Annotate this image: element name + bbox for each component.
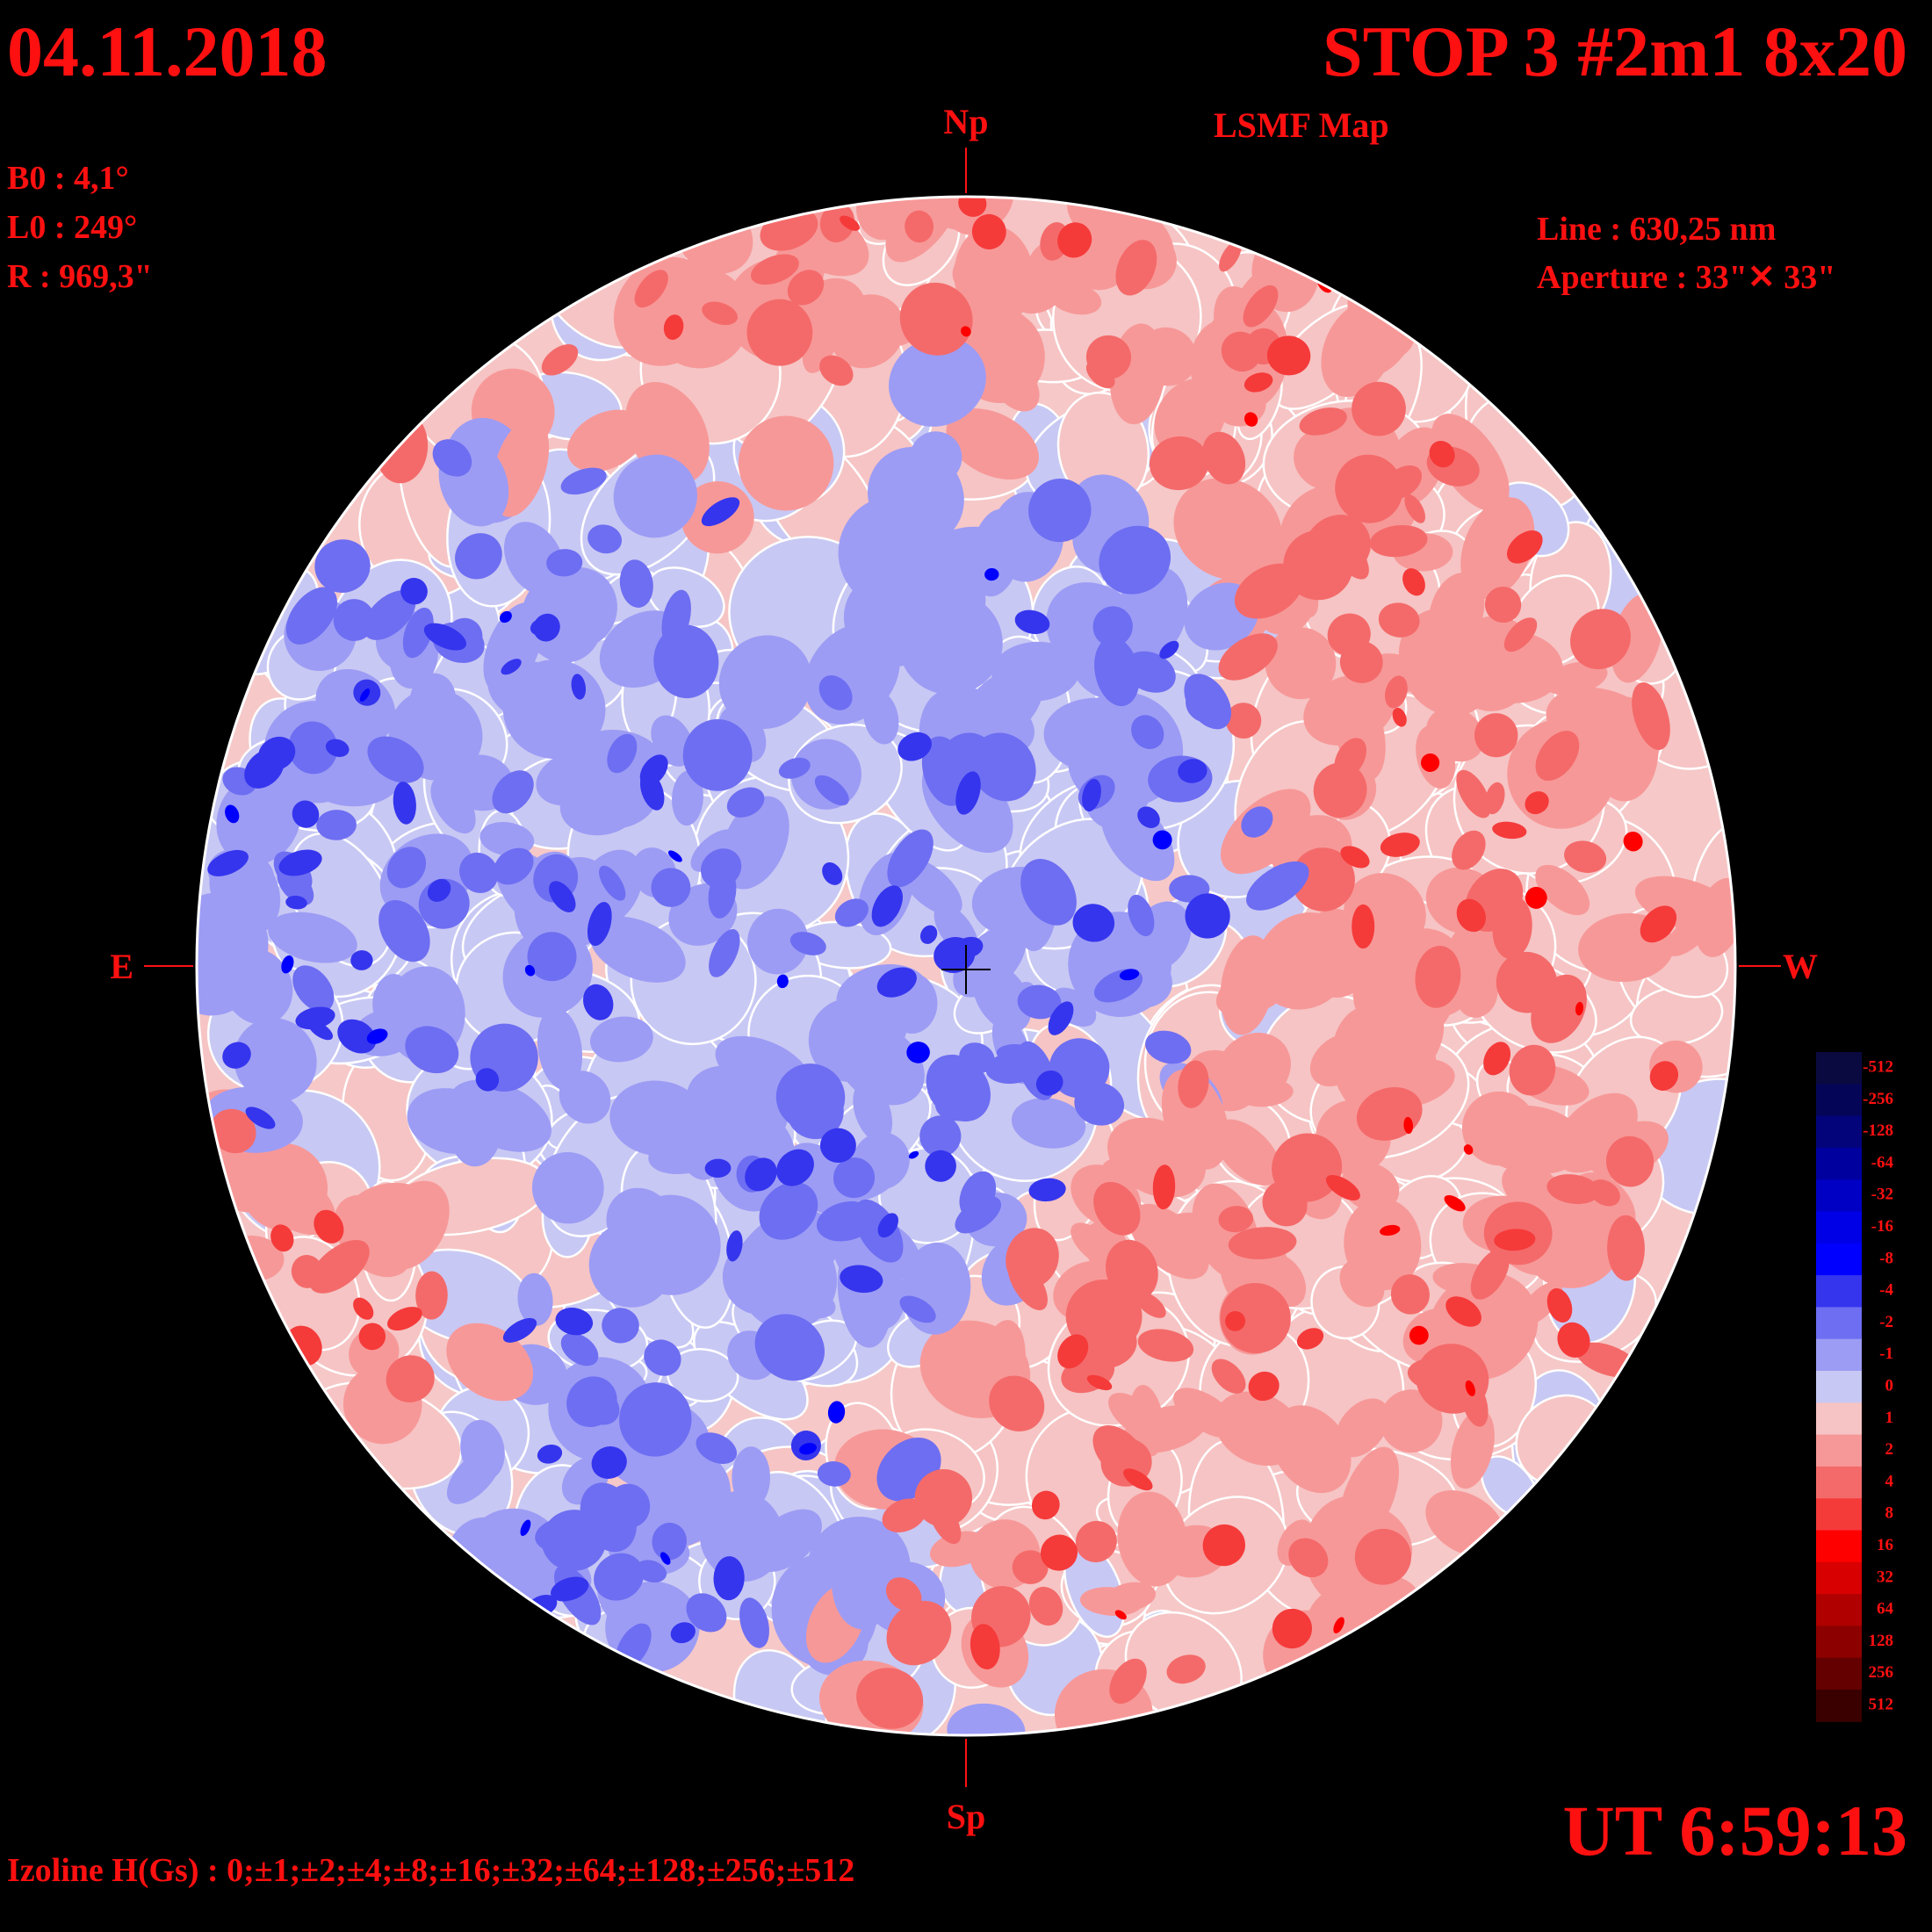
color-legend: -512 -256 -128 -64 -32 -16 -8 -4 -2 -1 0 1 2 4 8 16 32 64… bbox=[1816, 1052, 1894, 1722]
legend-swatch bbox=[1816, 1115, 1862, 1149]
b0-label: B0 : 4,1° bbox=[7, 160, 129, 197]
legend-label: -256 bbox=[1863, 1090, 1893, 1108]
legend-label: -32 bbox=[1871, 1186, 1893, 1204]
legend-swatch bbox=[1816, 1690, 1862, 1722]
time-label: UT 6:59:13 bbox=[1562, 1791, 1907, 1871]
legend-label: -8 bbox=[1879, 1249, 1893, 1267]
legend-label: 1 bbox=[1885, 1409, 1894, 1427]
legend-label: 0 bbox=[1885, 1377, 1894, 1395]
izoline-label: Izoline H(Gs) : 0;±1;±2;±4;±8;±16;±32;±6… bbox=[7, 1852, 854, 1889]
legend-swatch bbox=[1816, 1402, 1862, 1436]
legend-swatch bbox=[1816, 1530, 1862, 1563]
legend-label: 8 bbox=[1885, 1504, 1894, 1523]
title-label: STOP 3 #2m1 8x20 bbox=[1323, 11, 1907, 91]
legend-label: 256 bbox=[1869, 1663, 1894, 1682]
radius-label: R : 969,3" bbox=[7, 258, 153, 295]
legend-label: -128 bbox=[1863, 1121, 1893, 1140]
legend-swatch bbox=[1816, 1498, 1862, 1531]
legend-swatch bbox=[1816, 1657, 1862, 1690]
legend-swatch bbox=[1816, 1626, 1862, 1659]
legend-swatch bbox=[1816, 1052, 1862, 1085]
map-type-label: LSMF Map bbox=[1214, 105, 1389, 145]
date-label: 04.11.2018 bbox=[7, 11, 327, 91]
west-label: W bbox=[1783, 947, 1818, 986]
south-label: Sp bbox=[947, 1797, 986, 1836]
aperture-label: Aperture : 33"✕ 33" bbox=[1537, 259, 1835, 296]
legend-swatch bbox=[1816, 1434, 1862, 1467]
legend-label: -2 bbox=[1879, 1313, 1893, 1331]
disk-limb bbox=[195, 195, 1737, 1737]
legend-label: -4 bbox=[1879, 1281, 1893, 1300]
line-label: Line : 630,25 nm bbox=[1537, 211, 1776, 248]
legend-label: -1 bbox=[1879, 1344, 1893, 1363]
legend-swatch bbox=[1816, 1211, 1862, 1244]
l0-label: L0 : 249° bbox=[7, 209, 137, 246]
legend-swatch bbox=[1816, 1594, 1862, 1626]
legend-label: -512 bbox=[1863, 1058, 1893, 1077]
legend-label: 16 bbox=[1877, 1536, 1893, 1554]
legend-label: 128 bbox=[1869, 1632, 1894, 1650]
legend-swatch bbox=[1816, 1466, 1862, 1499]
legend-label: -64 bbox=[1871, 1153, 1894, 1171]
legend-label: 32 bbox=[1877, 1568, 1893, 1586]
legend-label: 4 bbox=[1885, 1472, 1894, 1490]
solar-disk bbox=[197, 197, 1735, 1735]
legend-label: 2 bbox=[1885, 1440, 1894, 1459]
legend-swatch bbox=[1816, 1084, 1862, 1117]
legend-swatch bbox=[1816, 1307, 1862, 1340]
north-label: Np bbox=[943, 102, 988, 141]
legend-swatch bbox=[1816, 1338, 1862, 1372]
legend-swatch bbox=[1816, 1243, 1862, 1276]
legend-swatch bbox=[1816, 1275, 1862, 1308]
legend-swatch bbox=[1816, 1371, 1862, 1403]
legend-label: -16 bbox=[1871, 1217, 1893, 1236]
east-label: E bbox=[110, 947, 133, 986]
legend-swatch bbox=[1816, 1179, 1862, 1212]
center-crosshair bbox=[941, 945, 991, 994]
legend-label: 512 bbox=[1869, 1696, 1894, 1714]
legend-swatch bbox=[1816, 1561, 1862, 1595]
legend-label: 64 bbox=[1877, 1600, 1894, 1618]
legend-swatch bbox=[1816, 1147, 1862, 1180]
